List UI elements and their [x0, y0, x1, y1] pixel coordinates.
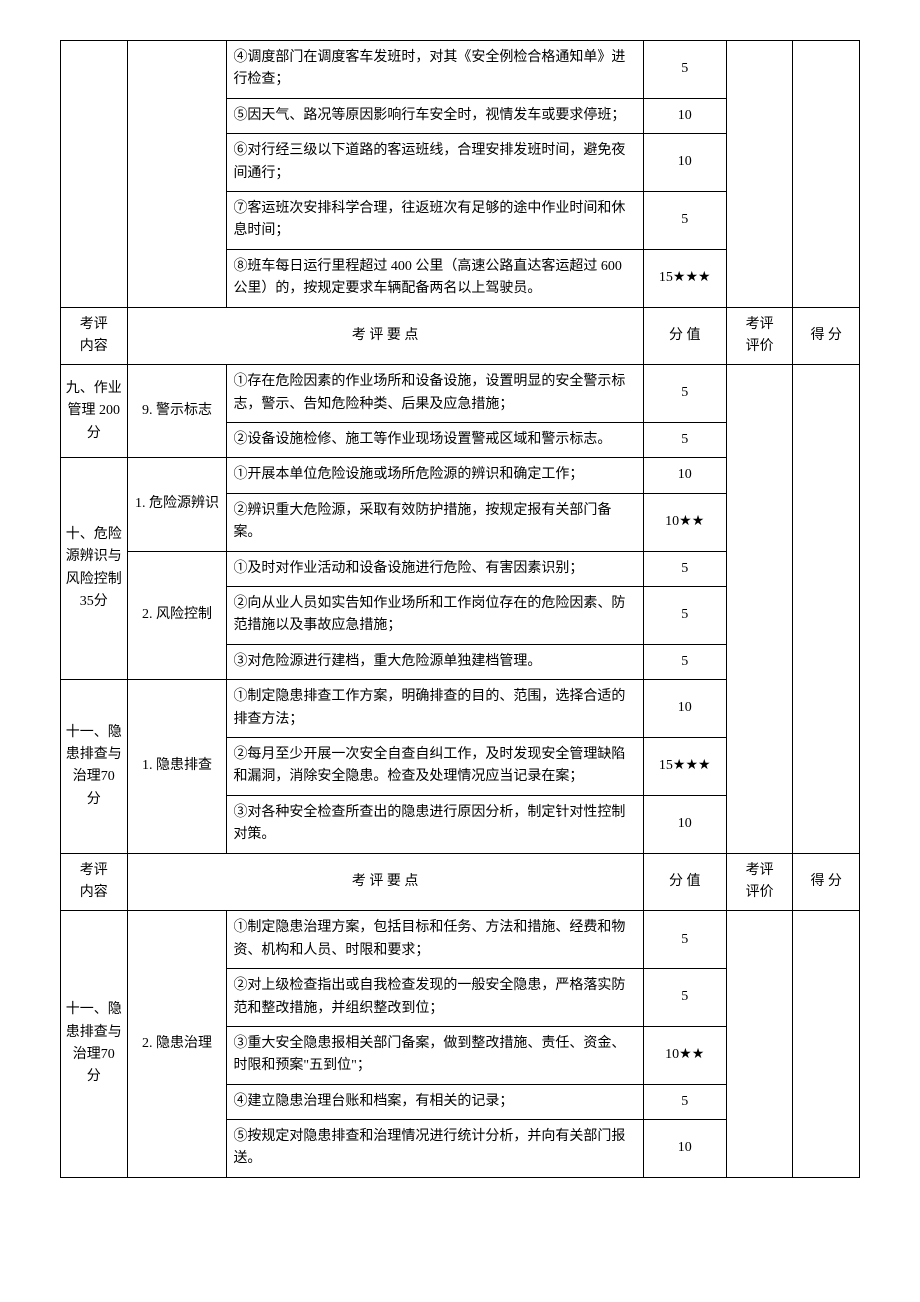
- eval-cell: [726, 365, 793, 853]
- header-eval: 考评 评价: [726, 853, 793, 911]
- score-cell: 5: [643, 911, 726, 969]
- score-cell: 10: [643, 458, 726, 493]
- header-score: 分 值: [643, 307, 726, 365]
- point-cell: ③对各种安全检查所查出的隐患进行原因分析，制定针对性控制对策。: [227, 795, 643, 853]
- header-score: 分 值: [643, 853, 726, 911]
- category-cell: 十一、隐患排查与治理70 分: [61, 911, 128, 1178]
- table-row: 九、作业管理 200分 9. 警示标志 ①存在危险因素的作业场所和设备设施，设置…: [61, 365, 860, 423]
- score-cell: 5: [643, 644, 726, 679]
- point-cell: ①开展本单位危险设施或场所危险源的辨识和确定工作；: [227, 458, 643, 493]
- header-eval: 考评 评价: [726, 307, 793, 365]
- eval-cell: [726, 911, 793, 1178]
- score-cell: 5: [643, 1084, 726, 1119]
- subcategory-cell: 1. 隐患排查: [127, 680, 227, 853]
- point-cell: ①存在危险因素的作业场所和设备设施，设置明显的安全警示标志，警示、告知危险种类、…: [227, 365, 643, 423]
- score-cell: 5: [643, 423, 726, 458]
- get-cell: [793, 365, 860, 853]
- point-cell: ⑥对行经三级以下道路的客运班线，合理安排发班时间，避免夜间通行；: [227, 134, 643, 192]
- point-cell: ④调度部门在调度客车发班时，对其《安全例检合格通知单》进行检查；: [227, 41, 643, 99]
- point-cell: ①制定隐患治理方案，包括目标和任务、方法和措施、经费和物资、机构和人员、时限和要…: [227, 911, 643, 969]
- score-cell: 5: [643, 587, 726, 645]
- score-cell: 5: [643, 41, 726, 99]
- point-cell: ⑤按规定对隐患排查和治理情况进行统计分析，并向有关部门报送。: [227, 1120, 643, 1178]
- table-row: ④调度部门在调度客车发班时，对其《安全例检合格通知单》进行检查； 5: [61, 41, 860, 99]
- score-cell: 15★★★: [643, 737, 726, 795]
- point-cell: ⑦客运班次安排科学合理，往返班次有足够的途中作业时间和休息时间；: [227, 191, 643, 249]
- score-cell: 10: [643, 1120, 726, 1178]
- score-cell: 10: [643, 98, 726, 133]
- point-cell: ⑧班车每日运行里程超过 400 公里（高速公路直达客运超过 600 公里）的，按…: [227, 249, 643, 307]
- get-cell: [793, 41, 860, 308]
- score-cell: 15★★★: [643, 249, 726, 307]
- subcategory-cell: [127, 41, 227, 308]
- category-cell: 九、作业管理 200分: [61, 365, 128, 458]
- subcategory-cell: 9. 警示标志: [127, 365, 227, 458]
- point-cell: ①及时对作业活动和设备设施进行危险、有害因素识别；: [227, 551, 643, 586]
- score-cell: 10: [643, 680, 726, 738]
- score-cell: 10★★: [643, 1026, 726, 1084]
- score-cell: 5: [643, 969, 726, 1027]
- header-row: 考评 内容 考 评 要 点 分 值 考评 评价 得 分: [61, 853, 860, 911]
- point-cell: ②设备设施检修、施工等作业现场设置警戒区域和警示标志。: [227, 423, 643, 458]
- category-cell: 十一、隐患排查与治理70 分: [61, 680, 128, 853]
- score-cell: 5: [643, 191, 726, 249]
- header-get: 得 分: [793, 307, 860, 365]
- score-cell: 10: [643, 134, 726, 192]
- evaluation-table: ④调度部门在调度客车发班时，对其《安全例检合格通知单》进行检查； 5 ⑤因天气、…: [60, 40, 860, 1178]
- point-cell: ⑤因天气、路况等原因影响行车安全时，视情发车或要求停班；: [227, 98, 643, 133]
- header-category: 考评 内容: [61, 307, 128, 365]
- score-cell: 5: [643, 365, 726, 423]
- score-cell: 10★★: [643, 493, 726, 551]
- get-cell: [793, 911, 860, 1178]
- subcategory-cell: 2. 风险控制: [127, 551, 227, 680]
- point-cell: ②对上级检查指出或自我检查发现的一般安全隐患，严格落实防范和整改措施，并组织整改…: [227, 969, 643, 1027]
- subcategory-cell: 2. 隐患治理: [127, 911, 227, 1178]
- point-cell: ③重大安全隐患报相关部门备案，做到整改措施、责任、资金、时限和预案"五到位"；: [227, 1026, 643, 1084]
- point-cell: ②每月至少开展一次安全自查自纠工作，及时发现安全管理缺陷和漏洞，消除安全隐患。检…: [227, 737, 643, 795]
- category-cell: 十、危险源辨识与风险控制 35分: [61, 458, 128, 680]
- header-row: 考评 内容 考 评 要 点 分 值 考评 评价 得 分: [61, 307, 860, 365]
- point-cell: ③对危险源进行建档，重大危险源单独建档管理。: [227, 644, 643, 679]
- header-points: 考 评 要 点: [127, 307, 643, 365]
- category-cell: [61, 41, 128, 308]
- table-row: 十一、隐患排查与治理70 分 2. 隐患治理 ①制定隐患治理方案，包括目标和任务…: [61, 911, 860, 969]
- score-cell: 10: [643, 795, 726, 853]
- score-cell: 5: [643, 551, 726, 586]
- point-cell: ④建立隐患治理台账和档案，有相关的记录；: [227, 1084, 643, 1119]
- point-cell: ②向从业人员如实告知作业场所和工作岗位存在的危险因素、防范措施以及事故应急措施；: [227, 587, 643, 645]
- header-points: 考 评 要 点: [127, 853, 643, 911]
- eval-cell: [726, 41, 793, 308]
- header-get: 得 分: [793, 853, 860, 911]
- header-category: 考评 内容: [61, 853, 128, 911]
- point-cell: ①制定隐患排查工作方案，明确排查的目的、范围，选择合适的排查方法；: [227, 680, 643, 738]
- subcategory-cell: 1. 危险源辨识: [127, 458, 227, 551]
- point-cell: ②辨识重大危险源，采取有效防护措施，按规定报有关部门备案。: [227, 493, 643, 551]
